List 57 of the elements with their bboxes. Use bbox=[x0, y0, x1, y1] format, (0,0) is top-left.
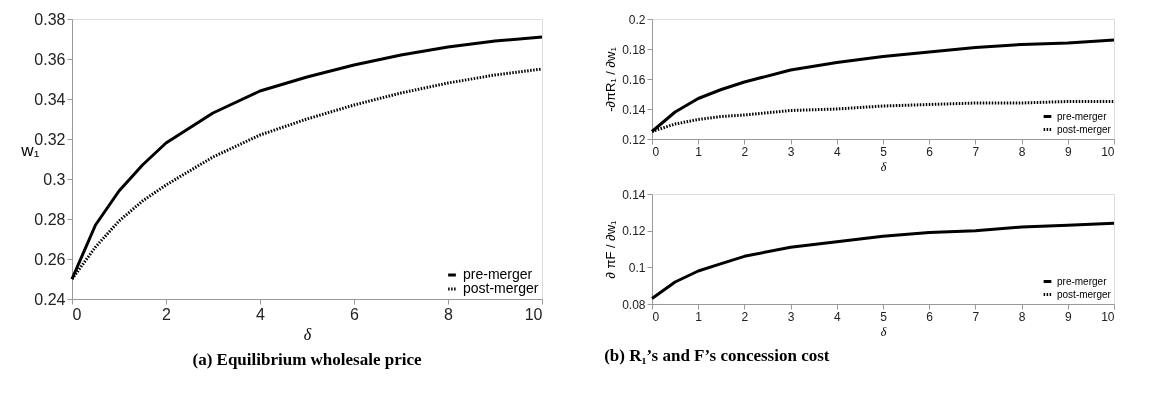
x-tick-label: 4 bbox=[833, 309, 841, 324]
legend-label: pre-merger bbox=[463, 266, 533, 282]
x-tick-label: 3 bbox=[787, 309, 795, 324]
x-tick-label: 6 bbox=[926, 309, 934, 324]
x-tick-label: 0 bbox=[652, 309, 660, 324]
x-axis-title: δ bbox=[880, 324, 887, 339]
x-axis-title: δ bbox=[303, 325, 312, 343]
x-tick-label: 2 bbox=[162, 305, 172, 323]
y-tick-label: 0.14 bbox=[622, 102, 646, 117]
y-axis-title: ∂ πF / ∂w₁ bbox=[603, 219, 619, 279]
x-tick-label: 8 bbox=[444, 305, 454, 323]
text: (a) Equilibrium wholesale price bbox=[192, 350, 422, 369]
x-tick-label: 4 bbox=[833, 144, 841, 159]
x-tick-label: 4 bbox=[256, 305, 266, 323]
x-tick-label: 7 bbox=[972, 309, 980, 324]
x-tick-label: 10 bbox=[1101, 144, 1115, 159]
x-tick-label: 6 bbox=[350, 305, 360, 323]
y-tick-label: 0.14 bbox=[622, 187, 646, 202]
y-tick-label: 0.2 bbox=[628, 12, 646, 27]
y-tick-label: 0.24 bbox=[34, 290, 66, 308]
x-tick-label: 10 bbox=[1101, 309, 1115, 324]
x-tick-label: 5 bbox=[880, 309, 888, 324]
y-tick-label: 0.36 bbox=[34, 50, 66, 68]
y-tick-label: 0.12 bbox=[622, 132, 646, 147]
x-tick-label: 1 bbox=[695, 144, 703, 159]
y-tick-label: 0.16 bbox=[622, 72, 646, 87]
y-tick-label: 0.1 bbox=[628, 260, 646, 275]
x-tick-label: 10 bbox=[524, 305, 543, 323]
x-tick-label: 9 bbox=[1064, 309, 1072, 324]
y-tick-label: 0.08 bbox=[622, 297, 646, 312]
x-tick-label: 3 bbox=[787, 144, 795, 159]
legend-label: post-merger bbox=[1057, 123, 1112, 135]
legend-label: post-merger bbox=[1057, 288, 1112, 300]
x-tick-label: 5 bbox=[880, 144, 888, 159]
x-tick-label: 0 bbox=[72, 305, 82, 323]
x-tick-label: 7 bbox=[972, 144, 980, 159]
x-axis-title: δ bbox=[880, 159, 887, 174]
x-tick-label: 8 bbox=[1018, 144, 1026, 159]
legend-label: pre-merger bbox=[1057, 110, 1108, 122]
x-tick-label: 1 bbox=[695, 309, 703, 324]
y-axis-title: -∂πR₁ / ∂w₁ bbox=[603, 46, 619, 112]
legend-label: pre-merger bbox=[1057, 275, 1108, 287]
y-tick-label: 0.26 bbox=[34, 250, 66, 268]
x-tick-label: 0 bbox=[652, 144, 660, 159]
x-tick-label: 2 bbox=[741, 144, 749, 159]
y-tick-label: 0.38 bbox=[34, 10, 66, 28]
y-tick-label: 0.3 bbox=[43, 170, 66, 188]
y-tick-label: 0.18 bbox=[622, 42, 646, 57]
y-tick-label: 0.28 bbox=[34, 210, 66, 228]
text: (b) R₁’s and F’s concession cost bbox=[604, 345, 830, 365]
x-tick-label: 9 bbox=[1064, 144, 1072, 159]
x-tick-label: 2 bbox=[741, 309, 749, 324]
x-tick-label: 6 bbox=[926, 144, 934, 159]
line-series bbox=[650, 221, 1116, 300]
x-tick-label: 8 bbox=[1018, 309, 1026, 324]
y-tick-label: 0.12 bbox=[622, 224, 646, 239]
y-tick-label: 0.34 bbox=[34, 90, 66, 108]
